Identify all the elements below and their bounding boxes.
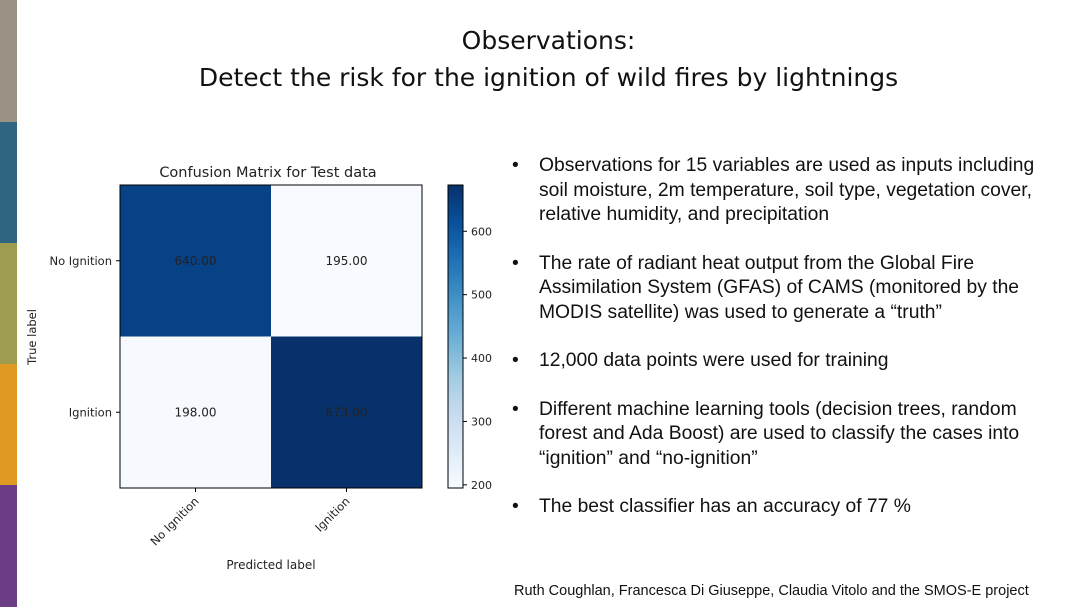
colorbar [447, 184, 464, 489]
bullet-text: Different machine learning tools (decisi… [539, 398, 1020, 469]
bullet-dot: • [512, 496, 519, 517]
colorbar-tick-label: 300 [471, 415, 492, 428]
bullet-item: • Observations for 15 variables are used … [512, 154, 1067, 228]
x-tick-label: No Ignition [148, 494, 202, 548]
colorbar-tick-label: 500 [471, 289, 492, 302]
bullet-text: 12,000 data points were used for trainin… [539, 350, 889, 371]
plot-frame [119, 184, 423, 489]
strip-segment [0, 485, 17, 607]
bullet-dot: • [512, 155, 519, 176]
bullet-dot: • [512, 350, 519, 371]
matrix-cell [120, 185, 271, 337]
x-axis-label: Predicted label [226, 558, 315, 572]
matrix-cell [271, 185, 422, 337]
bullet-item: • The best classifier has an accuracy of … [512, 495, 1067, 520]
slide-title-line-2: Detect the risk for the ignition of wild… [198, 63, 899, 92]
matrix-cell [120, 336, 271, 488]
slide-title: Observations: Detect the risk for the ig… [17, 22, 1080, 96]
cell-value-label: 640.00 [175, 254, 217, 268]
colorbar-tick-label: 400 [471, 352, 492, 365]
bullet-dot: • [512, 252, 519, 274]
colorbar-tick-label: 200 [471, 479, 492, 492]
cell-value-label: 195.00 [326, 254, 368, 268]
bullet-text: The rate of radiant heat output from the… [539, 252, 1020, 323]
bullet-item: • 12,000 data points were used for traini… [512, 349, 1067, 374]
bullet-item: • The rate of radiant heat output from th… [512, 252, 1067, 326]
bullet-dot: • [512, 398, 519, 420]
cell-value-label: 198.00 [175, 405, 217, 419]
colorbar-tick-label: 600 [471, 225, 492, 238]
credit-line: Ruth Coughlan, Francesca Di Giuseppe, Cl… [514, 583, 1029, 599]
slide-title-line-1: Observations: [461, 26, 636, 55]
cell-value-label: 673.00 [326, 405, 368, 419]
confusion-matrix-chart: Confusion Matrix for Test data 640.00 195… [25, 165, 492, 572]
matrix-cell [271, 336, 422, 488]
bullet-item: • Different machine learning tools (decis… [512, 398, 1067, 472]
strip-segment [0, 0, 17, 122]
bullet-list: • Observations for 15 variables are used … [512, 154, 1067, 544]
chart-title: Confusion Matrix for Test data [159, 165, 376, 181]
y-tick-label: Ignition [69, 405, 112, 419]
strip-segment [0, 364, 17, 485]
bullet-text: The best classifier has an accuracy of 7… [539, 496, 911, 517]
y-tick-label: No Ignition [50, 254, 113, 268]
y-axis-label: True label [25, 309, 39, 366]
x-tick-label: Ignition [312, 494, 352, 534]
strip-segment [0, 243, 17, 364]
bullet-text: Observations for 15 variables are used a… [539, 155, 1035, 225]
strip-segment [0, 122, 17, 243]
